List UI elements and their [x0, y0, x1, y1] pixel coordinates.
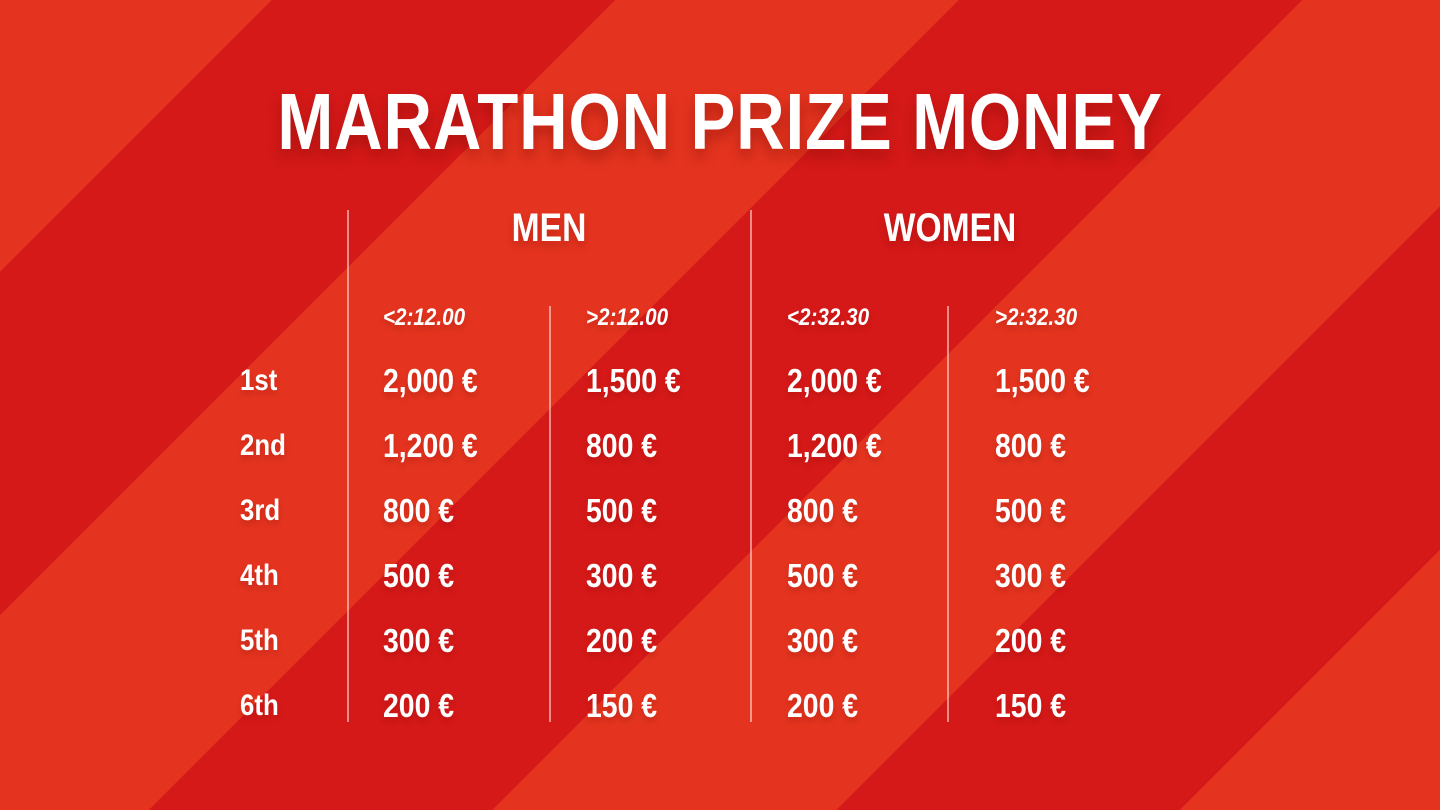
divider-men-women [750, 210, 752, 722]
prize-value: 1,500 € [995, 361, 1090, 399]
subheader-men-over-threshold: >2:12.00 [586, 304, 669, 331]
prize-value: 200 € [586, 621, 658, 659]
divider-men-subcolumns [549, 306, 551, 722]
prize-value: 1,200 € [383, 426, 478, 464]
prize-value: 200 € [787, 686, 859, 724]
divider-women-subcolumns [947, 306, 949, 722]
prize-value: 2,000 € [383, 361, 478, 399]
men-over-threshold-column: 1,500 € 800 € 500 € 300 € 200 € 150 € [586, 348, 776, 738]
subheader-men-under-threshold: <2:12.00 [383, 304, 466, 331]
women-over-threshold-column: 1,500 € 800 € 500 € 300 € 200 € 150 € [995, 348, 1185, 738]
place-label: 5th [240, 623, 279, 657]
prize-value: 300 € [586, 556, 658, 594]
column-group-header-men: MEN [511, 206, 587, 250]
prize-value: 300 € [995, 556, 1067, 594]
prize-value: 150 € [995, 686, 1067, 724]
prize-value: 500 € [586, 491, 658, 529]
subheader-women-under-threshold: <2:32.30 [787, 304, 870, 331]
place-label: 1st [240, 363, 278, 397]
prize-value: 800 € [586, 426, 658, 464]
page-title: MARATHON PRIZE MONEY [277, 77, 1163, 166]
place-column: 1st 2nd 3rd 4th 5th 6th [240, 348, 345, 738]
prize-value: 800 € [383, 491, 455, 529]
divider-place-men [347, 210, 349, 722]
prize-value: 300 € [787, 621, 859, 659]
women-under-threshold-column: 2,000 € 1,200 € 800 € 500 € 300 € 200 € [787, 348, 977, 738]
prize-value: 800 € [787, 491, 859, 529]
place-label: 4th [240, 558, 279, 592]
prize-value: 2,000 € [787, 361, 882, 399]
prize-value: 800 € [995, 426, 1067, 464]
prize-value: 150 € [586, 686, 658, 724]
prize-value: 500 € [995, 491, 1067, 529]
place-label: 2nd [240, 428, 286, 462]
page-title-row: MARATHON PRIZE MONEY [0, 82, 1440, 162]
column-group-header-women: WOMEN [883, 206, 1017, 250]
prize-value: 500 € [787, 556, 859, 594]
place-label: 6th [240, 688, 279, 722]
prize-value: 500 € [383, 556, 455, 594]
prize-value: 200 € [995, 621, 1067, 659]
prize-value: 1,200 € [787, 426, 882, 464]
prize-value: 300 € [383, 621, 455, 659]
men-under-threshold-column: 2,000 € 1,200 € 800 € 500 € 300 € 200 € [383, 348, 573, 738]
prize-value: 200 € [383, 686, 455, 724]
subheader-women-over-threshold: >2:32.30 [995, 304, 1078, 331]
prize-value: 1,500 € [586, 361, 681, 399]
place-label: 3rd [240, 493, 281, 527]
